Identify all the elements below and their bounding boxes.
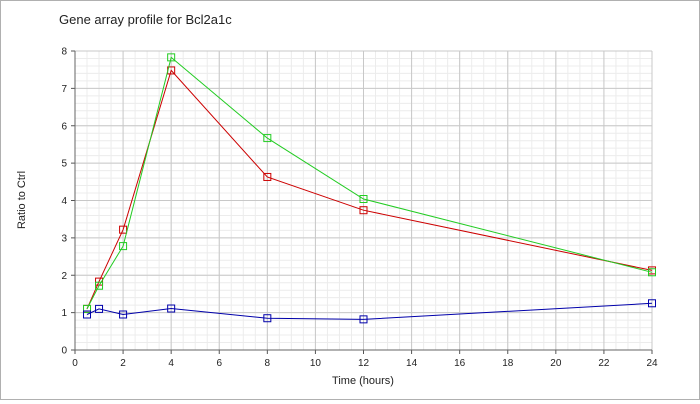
data-point [263, 314, 272, 323]
x-tick-label: 4 [168, 358, 174, 369]
x-tick-label: 12 [358, 358, 370, 369]
y-tick-label: 7 [61, 84, 67, 95]
y-tick-label: 2 [61, 271, 67, 282]
series-layer [83, 53, 656, 324]
series-line [86, 69, 653, 310]
data-point [83, 310, 92, 319]
y-tick-label: 4 [61, 196, 67, 207]
data-point [83, 304, 92, 313]
data-point [263, 172, 272, 181]
axes [71, 50, 653, 354]
y-tick-label: 3 [61, 233, 67, 244]
x-tick-label: 10 [310, 358, 322, 369]
x-tick-label: 0 [72, 358, 78, 369]
y-tick-label: 5 [61, 159, 67, 170]
chart-title: Gene array profile for Bcl2a1c [59, 12, 232, 27]
data-point [167, 53, 176, 62]
y-axis-title: Ratio to Ctrl [16, 171, 28, 229]
x-tick-label: 8 [265, 358, 271, 369]
data-point [648, 268, 656, 277]
data-point [648, 299, 656, 308]
y-tick-labels: 0 1 2 3 4 5 6 7 8 [61, 47, 67, 357]
x-tick-label: 16 [454, 358, 466, 369]
series-line [86, 302, 653, 320]
data-point [119, 242, 128, 251]
x-tick-label: 14 [406, 358, 418, 369]
data-point [95, 304, 104, 313]
data-point [359, 206, 368, 215]
y-tick-label: 6 [61, 121, 67, 132]
x-tick-label: 20 [550, 358, 562, 369]
data-point [359, 315, 368, 324]
data-point [359, 195, 368, 204]
data-point [263, 134, 272, 143]
x-tick-labels: 0 2 4 6 8 10 12 14 16 18 20 22 24 [72, 358, 658, 369]
y-tick-label: 0 [61, 346, 67, 357]
x-tick-label: 18 [502, 358, 514, 369]
x-tick-label: 2 [120, 358, 126, 369]
data-point [119, 310, 128, 319]
x-tick-label: 24 [646, 358, 658, 369]
x-tick-label: 22 [598, 358, 610, 369]
data-point [167, 304, 176, 313]
y-tick-label: 8 [61, 47, 67, 58]
series-line [86, 56, 653, 310]
x-axis-title: Time (hours) [332, 375, 394, 387]
series-2 [83, 53, 656, 313]
x-tick-label: 6 [216, 358, 222, 369]
series-3 [83, 299, 656, 324]
data-point [95, 281, 104, 290]
y-tick-label: 1 [61, 308, 67, 319]
data-point [119, 225, 128, 234]
